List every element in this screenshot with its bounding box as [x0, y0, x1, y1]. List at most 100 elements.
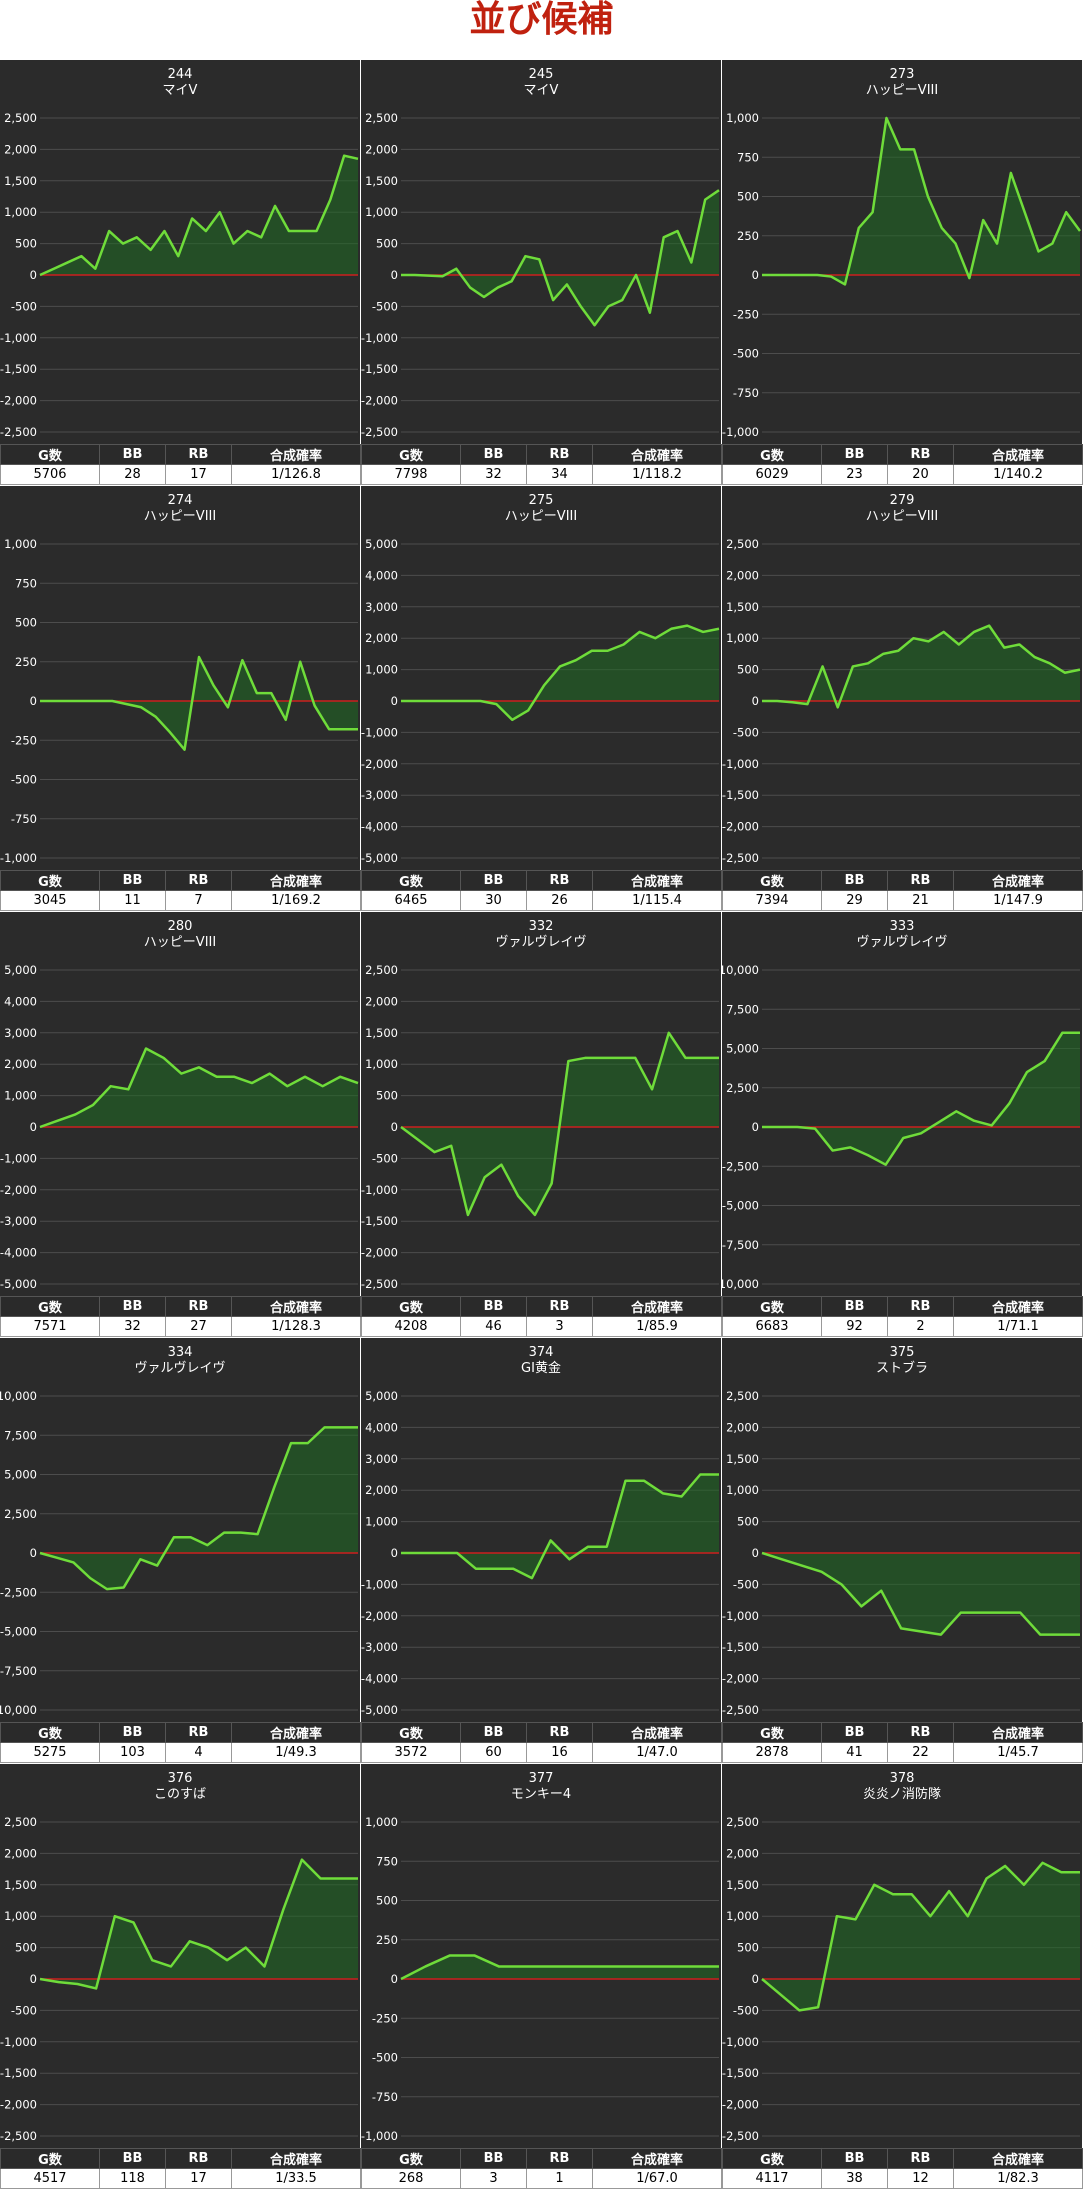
chart-background [361, 1764, 721, 2148]
y-tick-label: -1,000 [0, 2035, 37, 2049]
machine-name: このすば [154, 1787, 206, 1802]
y-tick-label: -500 [11, 773, 37, 787]
bb-header: BB [460, 2148, 527, 2169]
bb-value: 46 [460, 1316, 527, 1337]
rb-value: 12 [887, 2168, 954, 2189]
y-tick-label: -250 [11, 733, 37, 747]
rate-value: 1/169.2 [231, 890, 361, 911]
y-tick-label: 1,000 [4, 1909, 37, 1923]
series-line [39, 154, 359, 277]
y-tick-label: -1,000 [361, 1577, 398, 1591]
y-tick-label: -1,000 [361, 331, 398, 345]
rate-header: 合成確率 [953, 1722, 1083, 1743]
games-header: G数 [361, 870, 461, 891]
y-tick-label: 2,500 [726, 1081, 759, 1095]
y-tick-label: 500 [15, 237, 37, 251]
bb-header: BB [821, 444, 888, 465]
bb-value: 38 [821, 2168, 888, 2189]
chart-panel: 377 モンキー4 1,000 750 500 250 0 -250 -500 -750 -1,00… [361, 1764, 722, 2190]
y-tick-label: -5,000 [722, 1199, 759, 1213]
series-line [761, 1861, 1080, 2012]
y-tick-label: 2,000 [365, 631, 398, 645]
y-tick-label: 2,000 [365, 142, 398, 156]
games-value: 268 [361, 2168, 461, 2189]
stats-table: G数 BB RB 合成確率 4517 118 17 1/33.5 [0, 2148, 361, 2189]
y-tick-label: 2,000 [726, 1420, 759, 1434]
y-tick-label: 7,500 [726, 1002, 759, 1016]
stats-table: G数 BB RB 合成確率 4208 46 3 1/85.9 [361, 1296, 722, 1337]
y-tick-label: 250 [15, 655, 37, 669]
bb-value: 103 [99, 1742, 166, 1763]
y-tick-label: 0 [391, 1120, 398, 1134]
y-tick-label: 500 [737, 190, 759, 204]
y-tick-label: 2,500 [4, 1507, 37, 1521]
chart-panel: 274 ハッピーVIII 1,000 750 500 250 0 -250 -500 -750 -1… [0, 486, 361, 912]
machine-name: ハッピーVIII [144, 509, 216, 524]
games-header: G数 [0, 444, 100, 465]
series-area [40, 657, 358, 750]
rate-header: 合成確率 [592, 1296, 722, 1317]
y-tick-label: -10,000 [722, 1277, 759, 1291]
games-header: G数 [361, 1722, 461, 1743]
stats-table: G数 BB RB 合成確率 6465 30 26 1/115.4 [361, 870, 722, 911]
series-line [400, 1031, 719, 1217]
y-tick-label: -750 [11, 812, 37, 826]
machine-name: ハッピーVIII [505, 509, 577, 524]
games-header: G数 [361, 444, 461, 465]
games-value: 4517 [0, 2168, 100, 2189]
bb-value: 3 [460, 2168, 527, 2189]
rate-header: 合成確率 [231, 1296, 361, 1317]
y-tick-label: 1,000 [365, 1815, 398, 1829]
chart-background [722, 1338, 1082, 1722]
series-area [762, 625, 1080, 708]
series-area [40, 155, 358, 275]
y-tick-label: -2,000 [722, 1672, 759, 1686]
machine-number: 280 [168, 919, 193, 934]
y-tick-label: 500 [376, 237, 398, 251]
y-tick-label: -500 [11, 2003, 37, 2017]
y-tick-label: -2,000 [361, 1246, 398, 1260]
machine-name: GI黄金 [521, 1360, 561, 1376]
bb-header: BB [821, 870, 888, 891]
y-tick-label: -250 [733, 307, 759, 321]
rb-value: 1 [526, 2168, 593, 2189]
rb-header: RB [887, 870, 954, 891]
y-tick-label: 1,000 [365, 1057, 398, 1071]
rb-value: 27 [165, 1316, 232, 1337]
y-tick-label: -500 [733, 2003, 759, 2017]
y-tick-label: 2,500 [726, 537, 759, 551]
bb-value: 32 [99, 1316, 166, 1337]
y-tick-label: -1,000 [0, 331, 37, 345]
y-tick-label: -2,500 [722, 1159, 759, 1173]
rate-value: 1/126.8 [231, 464, 361, 485]
y-tick-label: 500 [737, 663, 759, 677]
series-area [762, 1862, 1080, 2011]
bb-header: BB [460, 444, 527, 465]
y-tick-label: -1,500 [0, 362, 37, 376]
y-tick-label: 0 [30, 694, 37, 708]
y-tick-label: 1,000 [726, 1909, 759, 1923]
y-tick-label: -2,500 [0, 2129, 37, 2143]
rb-value: 4 [165, 1742, 232, 1763]
y-tick-label: 2,000 [365, 1483, 398, 1497]
bb-value: 28 [99, 464, 166, 485]
y-tick-label: -1,000 [0, 1151, 37, 1165]
y-tick-label: -2,000 [0, 394, 37, 408]
series-area [762, 118, 1080, 285]
y-tick-label: 1,500 [726, 600, 759, 614]
machine-number: 244 [168, 67, 193, 82]
bb-header: BB [99, 870, 166, 891]
rate-value: 1/118.2 [592, 464, 722, 485]
y-tick-label: -1,000 [722, 1609, 759, 1623]
y-tick-label: 0 [30, 1972, 37, 1986]
bb-value: 11 [99, 890, 166, 911]
rate-header: 合成確率 [953, 2148, 1083, 2169]
games-header: G数 [722, 870, 822, 891]
y-tick-label: 0 [30, 268, 37, 282]
y-tick-label: -2,000 [361, 1609, 398, 1623]
y-tick-label: -2,500 [722, 2129, 759, 2143]
